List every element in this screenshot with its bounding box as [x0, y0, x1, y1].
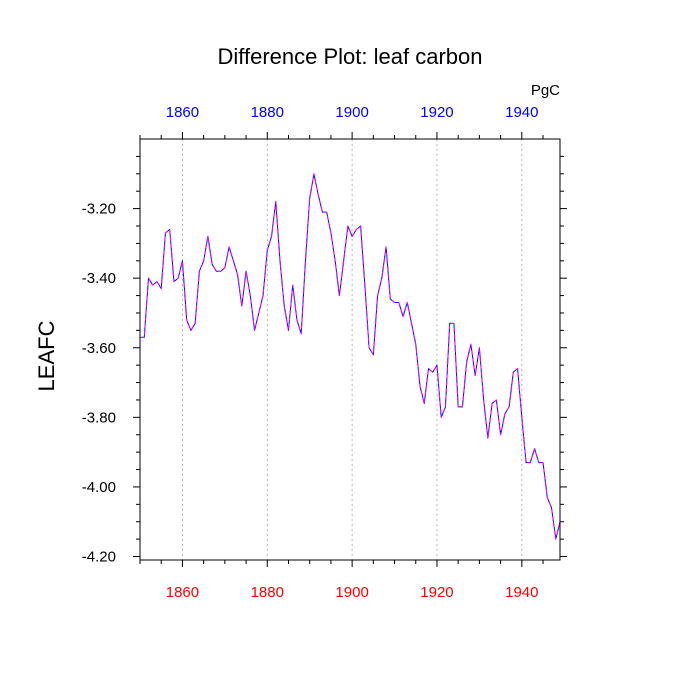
y-tick-label: -4.00: [82, 479, 116, 496]
x-tick-label-top: 1880: [251, 104, 284, 121]
x-tick-label-top: 1900: [335, 104, 368, 121]
x-tick-label-bottom: 1900: [335, 584, 368, 601]
chart-title: Difference Plot: leaf carbon: [218, 44, 483, 69]
x-tick-label-top: 1860: [166, 104, 199, 121]
y-axis-label: LEAFC: [34, 320, 59, 391]
y-tick-label: -3.20: [82, 201, 116, 218]
x-tick-label-bottom: 1860: [166, 584, 199, 601]
y-tick-label: -4.20: [82, 549, 116, 566]
y-tick-label: -3.60: [82, 340, 116, 357]
tick-labels: -3.20 -3.40 -3.60 -3.80 -4.00 -4.20 1860 1860 18…: [82, 104, 539, 601]
units-label: PgC: [531, 82, 560, 99]
axis-ticks: [133, 132, 567, 567]
plot-frame: [139, 138, 561, 561]
series-line-case: [140, 173, 561, 540]
series-line-reference: [140, 173, 561, 540]
x-tick-label-bottom: 1880: [251, 584, 284, 601]
x-tick-label-bottom: 1920: [420, 584, 453, 601]
x-tick-label-top: 1940: [505, 104, 538, 121]
grid-lines: [182, 139, 523, 560]
x-tick-label-bottom: 1940: [505, 584, 538, 601]
series-layer: [140, 173, 561, 540]
x-tick-label-top: 1920: [420, 104, 453, 121]
y-tick-label: -3.40: [82, 270, 116, 287]
y-tick-label: -3.80: [82, 409, 116, 426]
